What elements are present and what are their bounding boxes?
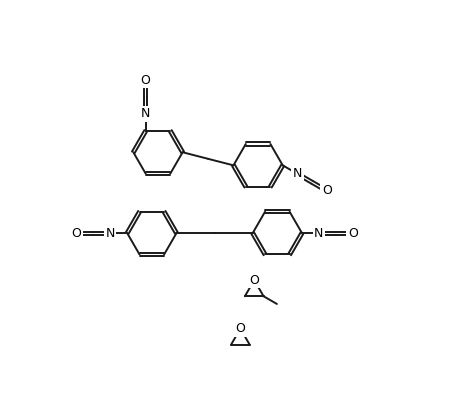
Text: N: N [314, 227, 324, 240]
Text: N: N [106, 227, 115, 240]
Text: O: O [71, 227, 81, 240]
Text: O: O [249, 274, 259, 287]
Text: N: N [293, 167, 302, 180]
Text: O: O [322, 184, 332, 197]
Text: N: N [141, 108, 150, 121]
Text: O: O [348, 227, 358, 240]
Text: O: O [236, 322, 245, 335]
Text: O: O [141, 74, 151, 87]
